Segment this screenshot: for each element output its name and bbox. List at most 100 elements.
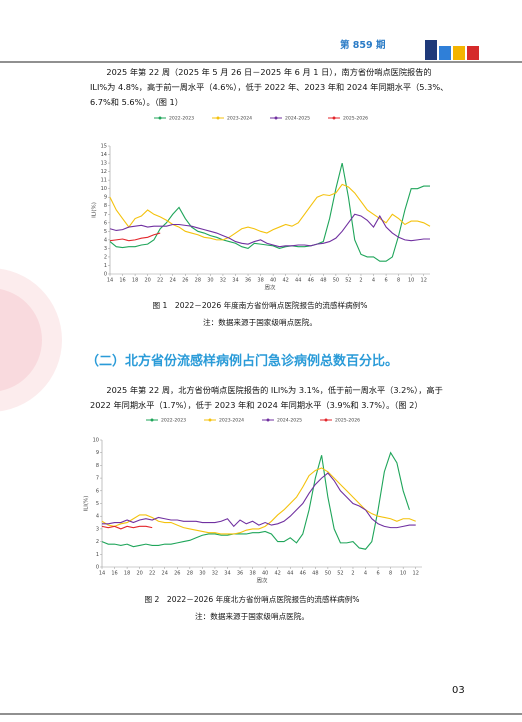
legend-marker [150,418,154,422]
legend-label: 2024-2025 [277,418,302,424]
y-axis-title: ILI(%) [92,202,98,218]
x-tick-label: 30 [207,278,213,284]
x-tick-label: 32 [220,278,226,284]
x-tick-label: 6 [376,571,379,577]
x-tick-label: 44 [287,571,293,577]
y-tick-label: 4 [96,514,99,520]
legend-marker [324,418,328,422]
x-tick-label: 34 [224,571,230,577]
y-tick-label: 7 [104,212,107,218]
x-tick-label: 14 [107,278,113,284]
y-tick-label: 9 [104,195,107,201]
issue: 第 859 期 [340,40,386,51]
x-tick-label: 40 [270,278,276,284]
x-tick-label: 4 [372,278,375,284]
y-tick-label: 9 [96,450,99,456]
y-tick-label: 8 [96,463,99,469]
caption: 图 2 2022－2026 年度北方省份哨点医院报告的流感样病例% [144,595,360,604]
y-axis-title: ILI(%) [84,496,90,512]
legend-label: 2022-2023 [161,418,186,424]
legend-marker [158,116,162,120]
y-tick-label: 10 [101,186,107,192]
x-tick-label: 42 [274,571,280,577]
x-tick-label: 48 [312,571,318,577]
y-tick-label: 1 [96,552,99,558]
x-tick-label: 38 [249,571,255,577]
x-tick-label: 24 [170,278,176,284]
series-line [109,213,430,248]
x-tick-label: 26 [182,278,188,284]
y-tick-label: 0 [104,272,107,278]
x-tick-label: 36 [237,571,243,577]
section-heading: （二）北方省份流感样病例占门急诊病例总数百分比。 [86,354,399,369]
y-tick-label: 1 [104,263,107,269]
x-tick-label: 30 [199,571,205,577]
series-line [109,232,161,242]
y-tick-label: 0 [96,565,99,571]
series-line [101,525,153,530]
legend-label: 2023-2024 [227,116,252,122]
x-tick-label: 20 [144,278,150,284]
x-tick-label: 4 [364,571,367,577]
y-tick-label: 5 [96,501,99,507]
y-tick-label: 14 [101,152,107,158]
x-tick-label: 10 [408,278,414,284]
paragraph: 2025 年第 22 周，北方省份哨点医院报告的 ILI%为 3.1%，低于前一… [90,385,443,410]
note: 注：数据来源于国家级哨点医院。 [203,318,317,327]
x-tick-label: 20 [136,571,142,577]
x-tick-label: 14 [99,571,105,577]
x-tick-label: 52 [345,278,351,284]
x-tick-label: 46 [300,571,306,577]
series-line [101,451,410,550]
x-tick-label: 44 [295,278,301,284]
legend-label: 2024-2025 [285,116,310,122]
x-tick-label: 28 [195,278,201,284]
x-tick-label: 18 [132,278,138,284]
x-axis-title: 周次 [264,284,276,292]
series-line [102,472,416,529]
x-tick-label: 50 [325,571,331,577]
x-tick-label: 42 [282,278,288,284]
x-tick-label: 18 [124,571,130,577]
y-tick-label: 3 [96,526,99,532]
x-tick-label: 40 [262,571,268,577]
y-tick-label: 6 [104,220,107,226]
y-tick-label: 2 [104,254,107,260]
x-tick-label: 2 [359,278,362,284]
y-tick-label: 3 [104,246,107,252]
x-tick-label: 8 [389,571,392,577]
legend-label: 2022-2023 [169,116,194,122]
y-tick-label: 8 [104,203,107,209]
y-tick-label: 11 [101,178,107,184]
y-tick-label: 10 [93,438,99,444]
page-number: 03 [452,685,465,696]
x-tick-label: 12 [421,278,427,284]
x-tick-label: 50 [333,278,339,284]
legend-marker [208,418,212,422]
x-tick-label: 16 [111,571,117,577]
caption: 图 1 2022－2026 年度南方省份哨点医院报告的流感样病例% [152,301,368,310]
series-line [109,162,430,262]
paragraph: 2025 年第 22 周（2025 年 5 月 26 日－2025 年 6 月 … [90,67,449,107]
x-tick-label: 38 [257,278,263,284]
series-line [109,183,431,241]
series-line [101,467,416,535]
x-tick-label: 10 [400,571,406,577]
x-tick-label: 32 [212,571,218,577]
legend-marker [266,418,270,422]
x-axis-title: 周次 [256,577,268,585]
y-tick-label: 5 [104,229,107,235]
x-tick-label: 36 [245,278,251,284]
x-tick-label: 28 [187,571,193,577]
x-tick-label: 16 [119,278,125,284]
legend-label: 2025-2026 [343,116,368,122]
x-tick-label: 22 [157,278,163,284]
y-tick-label: 2 [96,539,99,545]
y-tick-label: 6 [96,488,99,494]
y-tick-label: 13 [101,161,107,167]
x-tick-label: 12 [413,571,419,577]
y-tick-label: 4 [104,237,107,243]
